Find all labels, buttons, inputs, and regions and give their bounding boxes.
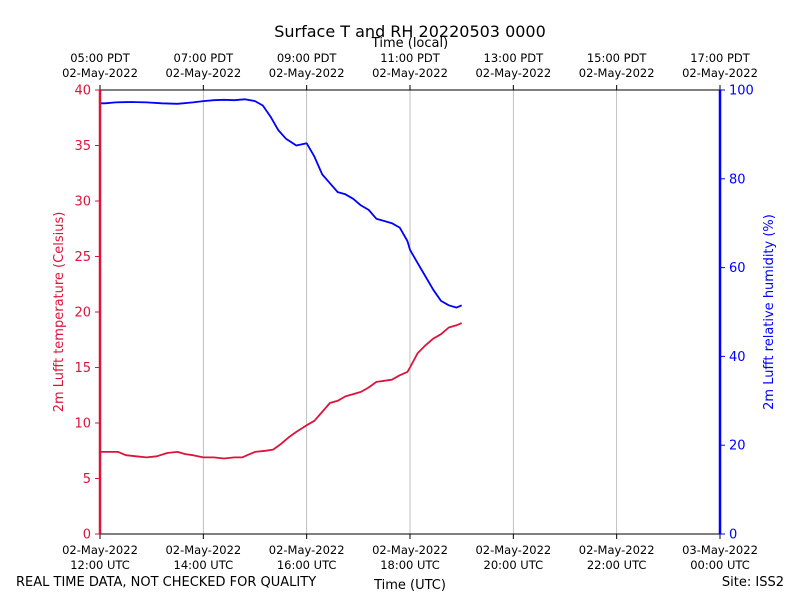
top-tick-label-time: 07:00 PDT (174, 51, 235, 65)
left-tick-label: 25 (74, 250, 91, 265)
left-tick-label: 30 (74, 195, 91, 210)
x-tick-label-time: 18:00 UTC (380, 558, 440, 572)
chart-title: Surface T and RH 20220503 0000 (274, 22, 546, 41)
right-tick-label: 40 (729, 350, 746, 365)
right-tick-label: 20 (729, 439, 746, 454)
series-layer (100, 98, 463, 460)
x-tick-label-date: 03-May-2022 (682, 543, 758, 557)
top-tick-label-date: 02-May-2022 (165, 66, 241, 80)
left-tick-label: 20 (74, 306, 91, 321)
x-tick-label-date: 02-May-2022 (165, 543, 241, 557)
left-tick-label: 5 (83, 472, 91, 487)
right-axis-label: 2m Lufft relative humidity (%) (762, 214, 777, 410)
site-label: Site: ISS2 (721, 575, 784, 590)
grid-lines (202, 90, 618, 534)
left-axis-label: 2m Lufft temperature (Celsius) (52, 212, 67, 413)
top-tick-label-date: 02-May-2022 (62, 66, 138, 80)
top-tick-label-time: 13:00 PDT (484, 51, 545, 65)
x-tick-label-date: 02-May-2022 (579, 543, 655, 557)
quality-note: REAL TIME DATA, NOT CHECKED FOR QUALITY (16, 575, 317, 590)
right-tick-label: 60 (729, 261, 746, 276)
top-tick-label-time: 15:00 PDT (587, 51, 648, 65)
top-tick-label-date: 02-May-2022 (269, 66, 345, 80)
x-tick-label-time: 16:00 UTC (277, 558, 337, 572)
x-tick-label-date: 02-May-2022 (269, 543, 345, 557)
right-tick-label: 0 (729, 528, 737, 543)
top-tick-label-date: 02-May-2022 (372, 66, 448, 80)
x-tick-label-time: 00:00 UTC (690, 558, 750, 572)
top-tick-label-time: 09:00 PDT (277, 51, 338, 65)
left-tick-label: 0 (83, 528, 91, 543)
right-tick-label: 100 (729, 84, 754, 99)
top-tick-label-date: 02-May-2022 (475, 66, 551, 80)
top-tick-label-date: 02-May-2022 (682, 66, 758, 80)
x-tick-label-date: 02-May-2022 (62, 543, 138, 557)
x-tick-label-time: 20:00 UTC (484, 558, 544, 572)
left-tick-label: 15 (74, 361, 91, 376)
x-tick-label-time: 12:00 UTC (70, 558, 130, 572)
top-tick-label-date: 02-May-2022 (579, 66, 655, 80)
left-tick-label: 10 (74, 417, 91, 432)
top-tick-label-time: 17:00 PDT (690, 51, 751, 65)
x-tick-label-date: 02-May-2022 (372, 543, 448, 557)
x-axis-label: Time (UTC) (373, 578, 446, 593)
temperature-line (100, 322, 463, 460)
top-axis-label: Time (local) (371, 36, 448, 51)
top-tick-label-time: 05:00 PDT (70, 51, 131, 65)
x-tick-label-time: 22:00 UTC (587, 558, 647, 572)
x-tick-label-time: 14:00 UTC (174, 558, 234, 572)
top-tick-label-time: 11:00 PDT (380, 51, 441, 65)
humidity-line (100, 98, 463, 309)
left-tick-label: 40 (74, 84, 91, 99)
x-tick-label-date: 02-May-2022 (475, 543, 551, 557)
right-tick-label: 80 (729, 172, 746, 187)
left-tick-label: 35 (74, 139, 91, 154)
